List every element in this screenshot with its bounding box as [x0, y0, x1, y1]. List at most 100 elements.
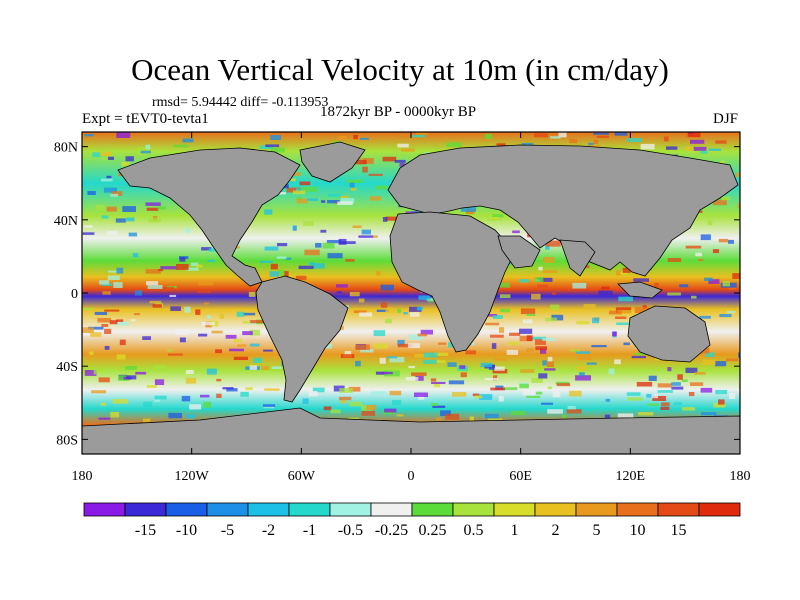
ocean-cell — [569, 349, 581, 352]
colorbar-swatch — [288, 502, 331, 517]
ocean-cell — [415, 375, 424, 381]
ocean-cell — [715, 140, 727, 144]
stats-label: rmsd= 5.94442 diff= -0.113953 — [152, 95, 329, 110]
ocean-cell — [509, 332, 521, 336]
lat-tick-label: 80S — [56, 433, 78, 448]
ocean-cell — [249, 320, 266, 324]
ocean-cell — [418, 295, 431, 300]
ocean-cell — [461, 206, 477, 212]
ocean-cell — [233, 246, 241, 249]
ocean-cell — [433, 382, 440, 388]
ocean-cell — [375, 271, 381, 276]
ocean-cell — [494, 358, 507, 361]
ocean-cell — [206, 368, 217, 375]
ocean-cell — [657, 390, 673, 393]
ocean-cell — [538, 373, 548, 379]
ocean-cell — [242, 312, 256, 316]
ocean-cell — [576, 366, 587, 371]
ocean-cell — [547, 356, 553, 362]
ocean-cell — [640, 143, 655, 150]
ocean-cell — [657, 383, 672, 388]
ocean-cell — [438, 342, 447, 345]
ocean-cell — [631, 355, 646, 359]
ocean-cell — [113, 282, 123, 288]
colorbar-label: 1 — [511, 522, 519, 539]
ocean-cell — [309, 262, 315, 265]
ocean-cell — [485, 314, 498, 317]
ocean-cell — [302, 398, 309, 404]
ocean-cell — [208, 248, 217, 252]
ocean-cell — [445, 413, 460, 420]
ocean-cell — [671, 386, 684, 390]
ocean-cell — [104, 309, 120, 312]
ocean-cell — [352, 225, 362, 228]
ocean-cell — [382, 156, 397, 162]
ocean-cell — [271, 366, 282, 369]
ocean-cell — [375, 185, 388, 190]
ocean-cell — [732, 273, 740, 279]
ocean-cell — [537, 277, 553, 282]
ocean-cell — [358, 298, 365, 303]
ocean-cell — [545, 317, 558, 322]
ocean-cell — [620, 272, 628, 275]
ocean-cell — [351, 159, 367, 165]
ocean-cell — [340, 399, 347, 404]
ocean-cell — [704, 277, 713, 281]
lon-tick-label: 60E — [509, 469, 532, 484]
ocean-cell — [308, 391, 318, 397]
ocean-cell — [612, 331, 617, 336]
ocean-cell — [693, 146, 707, 151]
ocean-cell — [89, 351, 94, 355]
ocean-cell — [492, 315, 503, 319]
ocean-cell — [259, 145, 274, 150]
colorbar-label: -0.25 — [375, 522, 408, 539]
ocean-cell — [82, 232, 95, 235]
ocean-cell — [333, 385, 345, 392]
ocean-cell — [685, 367, 698, 373]
ocean-cell — [583, 304, 596, 308]
ocean-cell — [604, 414, 611, 420]
ocean-cell — [634, 307, 650, 313]
ocean-cell — [173, 144, 189, 148]
india — [559, 239, 596, 277]
ocean-cell — [107, 270, 119, 273]
ocean-cell — [697, 210, 703, 213]
ocean-cell — [690, 139, 705, 144]
ocean-cell — [121, 161, 130, 167]
ocean-cell — [87, 191, 96, 195]
ocean-cell — [157, 206, 166, 210]
ocean-cell — [476, 408, 493, 412]
ocean-cell — [146, 207, 159, 211]
ocean-cell — [134, 290, 142, 296]
antarctica — [82, 407, 740, 454]
ocean-cell — [97, 318, 112, 323]
ocean-cell — [362, 166, 368, 173]
ocean-cell — [522, 389, 535, 396]
ocean-cell — [446, 142, 462, 147]
colorbar-swatch — [534, 502, 577, 517]
ocean-cell — [708, 279, 720, 284]
ocean-cell — [297, 197, 302, 200]
ocean-cell — [718, 238, 729, 243]
ocean-cell — [368, 173, 383, 176]
ocean-cell — [306, 198, 318, 201]
ocean-cell — [369, 196, 382, 201]
ocean-cell — [222, 387, 234, 390]
ocean-cell — [479, 394, 493, 400]
ocean-cell — [400, 148, 415, 152]
ocean-cell — [82, 327, 94, 333]
ocean-cell — [722, 280, 730, 287]
ocean-cell — [118, 172, 123, 177]
ocean-cell — [265, 144, 280, 148]
ocean-cell — [263, 404, 276, 407]
ocean-cell — [340, 195, 349, 198]
ocean-cell — [700, 387, 713, 393]
ocean-cell — [99, 151, 112, 157]
ocean-cell — [101, 283, 113, 286]
ocean-cell — [728, 239, 734, 244]
colorbar-label: -1 — [303, 522, 316, 539]
ocean-cell — [376, 309, 389, 312]
ocean-cell — [663, 136, 669, 142]
ocean-cell — [547, 409, 563, 414]
ocean-cell — [567, 406, 576, 410]
